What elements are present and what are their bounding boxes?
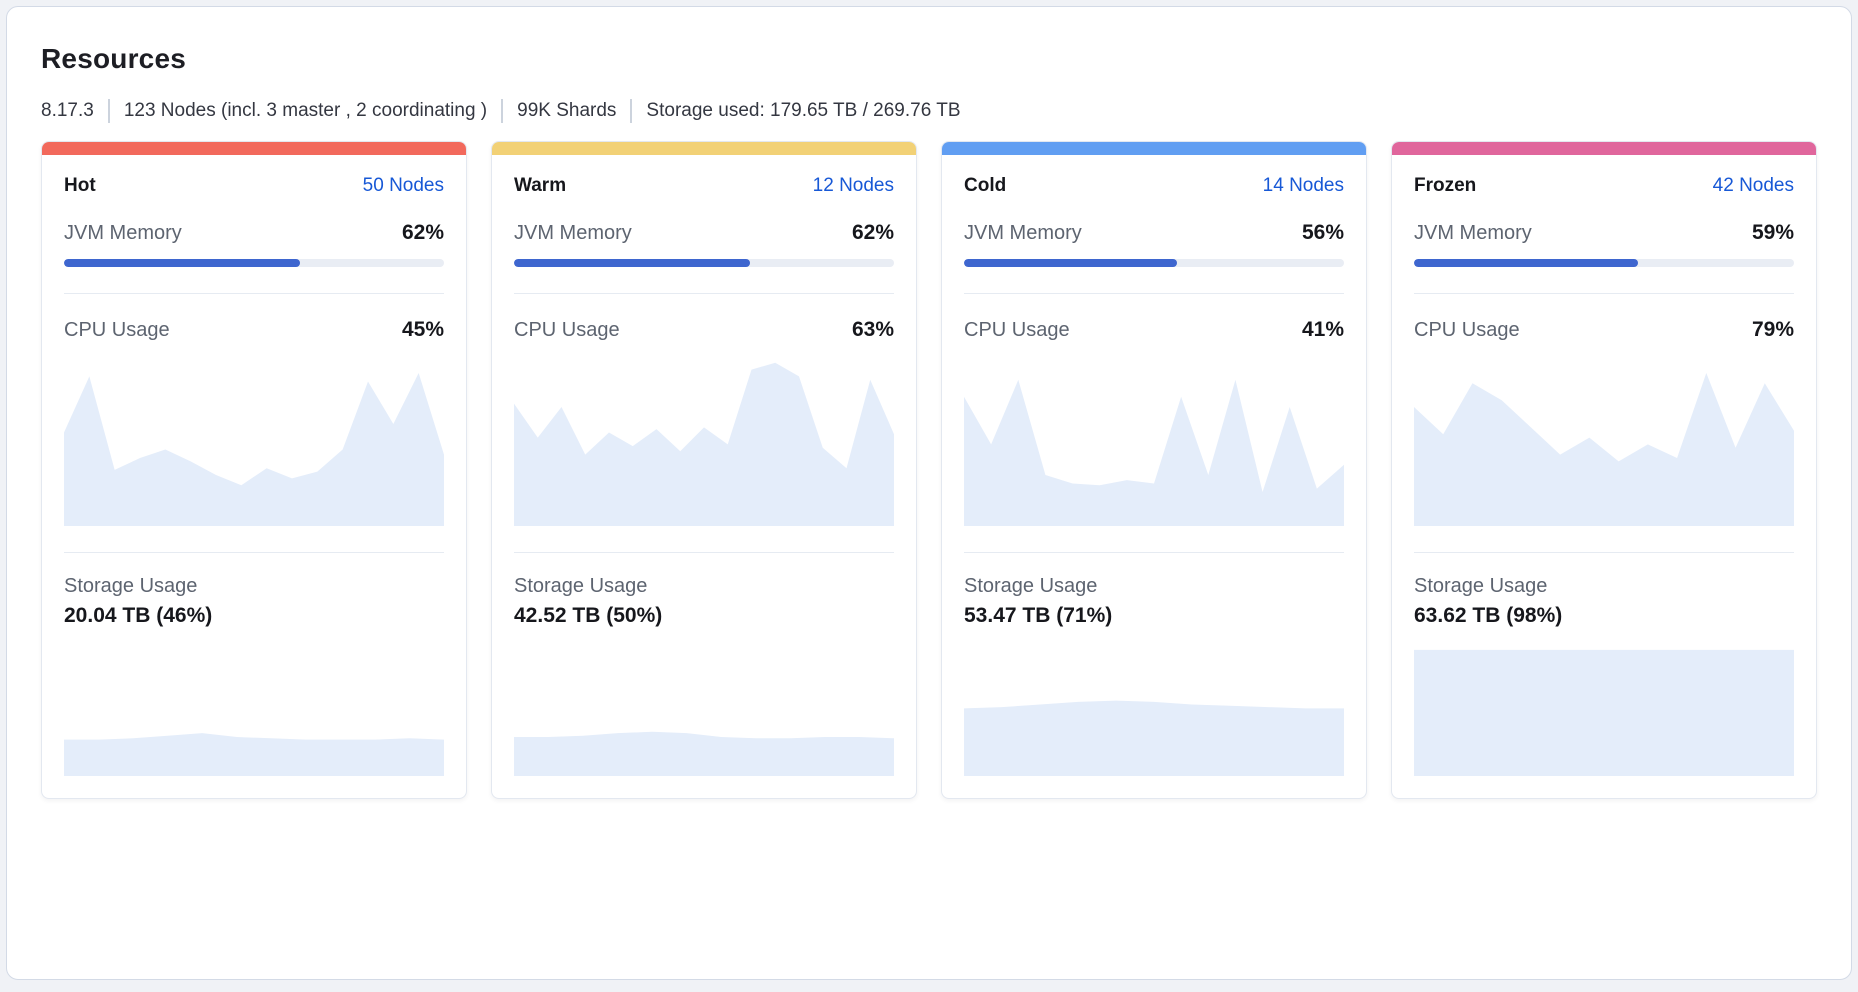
cpu-usage-chart (964, 356, 1344, 526)
storage-usage-chart (1414, 646, 1794, 776)
tier-name: Frozen (1414, 175, 1477, 196)
storage-usage-chart (964, 646, 1344, 776)
jvm-memory-value: 56% (1301, 221, 1344, 244)
cpu-usage-chart (514, 356, 894, 526)
storage-usage-label: Storage Usage (64, 575, 198, 597)
jvm-memory-label: JVM Memory (514, 222, 632, 244)
jvm-memory-progressbar (1414, 259, 1794, 267)
page-title: Resources (41, 43, 186, 74)
section-divider (964, 552, 1344, 553)
jvm-memory-progressbar (514, 259, 894, 267)
cpu-usage-value: 41% (1301, 318, 1344, 341)
jvm-memory-value: 62% (401, 221, 444, 244)
storage-usage-label: Storage Usage (1414, 575, 1548, 597)
storage-usage-value: 42.52 TB (50%) (514, 604, 663, 627)
tier-name: Hot (64, 175, 96, 196)
storage-usage-label: Storage Usage (514, 575, 648, 597)
tier-cards: Hot 50 Nodes JVM Memory 62% CPU Usage 45… (41, 141, 1817, 799)
jvm-memory-progress-fill (64, 259, 300, 267)
section-divider (964, 293, 1344, 294)
tier-accent-bar-warm (492, 142, 916, 155)
tier-nodes-link[interactable]: 14 Nodes (1262, 175, 1344, 196)
cpu-usage-chart (64, 356, 444, 526)
tier-card-hot: Hot 50 Nodes JVM Memory 62% CPU Usage 45… (41, 141, 467, 799)
tier-card-cold: Cold 14 Nodes JVM Memory 56% CPU Usage 4… (941, 141, 1367, 799)
tier-nodes-link[interactable]: 50 Nodes (362, 175, 444, 196)
tier-card-frozen: Frozen 42 Nodes JVM Memory 59% CPU Usage… (1391, 141, 1817, 799)
storage-usage-value: 63.62 TB (98%) (1414, 604, 1563, 627)
storage-usage-value: 53.47 TB (71%) (964, 604, 1113, 627)
meta-divider (630, 99, 633, 123)
cpu-usage-label: CPU Usage (64, 319, 170, 341)
tier-nodes-link[interactable]: 12 Nodes (812, 175, 894, 196)
tier-name: Cold (964, 175, 1007, 196)
jvm-memory-progress-fill (514, 259, 750, 267)
cpu-usage-value: 63% (851, 318, 894, 341)
resources-panel: Resources 8.17.3 123 Nodes (incl. 3 mast… (6, 6, 1852, 980)
jvm-memory-value: 62% (851, 221, 894, 244)
meta-divider (501, 99, 504, 123)
section-divider (514, 293, 894, 294)
storage-usage-label: Storage Usage (964, 575, 1098, 597)
section-divider (1414, 293, 1794, 294)
storage-usage-chart (514, 646, 894, 776)
cpu-usage-value: 79% (1751, 318, 1794, 341)
jvm-memory-progress-fill (1414, 259, 1639, 267)
jvm-memory-progressbar (64, 259, 444, 267)
section-divider (514, 552, 894, 553)
section-divider (1414, 552, 1794, 553)
cpu-usage-label: CPU Usage (1414, 319, 1520, 341)
jvm-memory-label: JVM Memory (1414, 222, 1532, 244)
tier-accent-bar-cold (942, 142, 1366, 155)
nodes-summary: 123 Nodes (incl. 3 master , 2 coordinati… (123, 100, 488, 121)
tier-name: Warm (514, 175, 567, 196)
jvm-memory-label: JVM Memory (64, 222, 182, 244)
section-divider (64, 293, 444, 294)
meta-divider (107, 99, 110, 123)
storage-usage-value: 20.04 TB (46%) (64, 604, 213, 627)
tier-accent-bar-frozen (1392, 142, 1816, 155)
cpu-usage-chart (1414, 356, 1794, 526)
jvm-memory-progressbar (964, 259, 1344, 267)
jvm-memory-progress-fill (964, 259, 1177, 267)
section-divider (64, 552, 444, 553)
jvm-memory-value: 59% (1751, 221, 1794, 244)
tier-card-warm: Warm 12 Nodes JVM Memory 62% CPU Usage 6… (491, 141, 917, 799)
cpu-usage-value: 45% (401, 318, 444, 341)
tier-accent-bar-hot (42, 142, 466, 155)
cpu-usage-label: CPU Usage (964, 319, 1070, 341)
storage-usage-chart (64, 646, 444, 776)
storage-summary: Storage used: 179.65 TB / 269.76 TB (646, 100, 961, 121)
shards-summary: 99K Shards (517, 100, 617, 121)
cluster-meta: 8.17.3 123 Nodes (incl. 3 master , 2 coo… (41, 99, 1817, 123)
cpu-usage-label: CPU Usage (514, 319, 620, 341)
jvm-memory-label: JVM Memory (964, 222, 1082, 244)
tier-nodes-link[interactable]: 42 Nodes (1712, 175, 1794, 196)
version-label: 8.17.3 (41, 100, 94, 121)
